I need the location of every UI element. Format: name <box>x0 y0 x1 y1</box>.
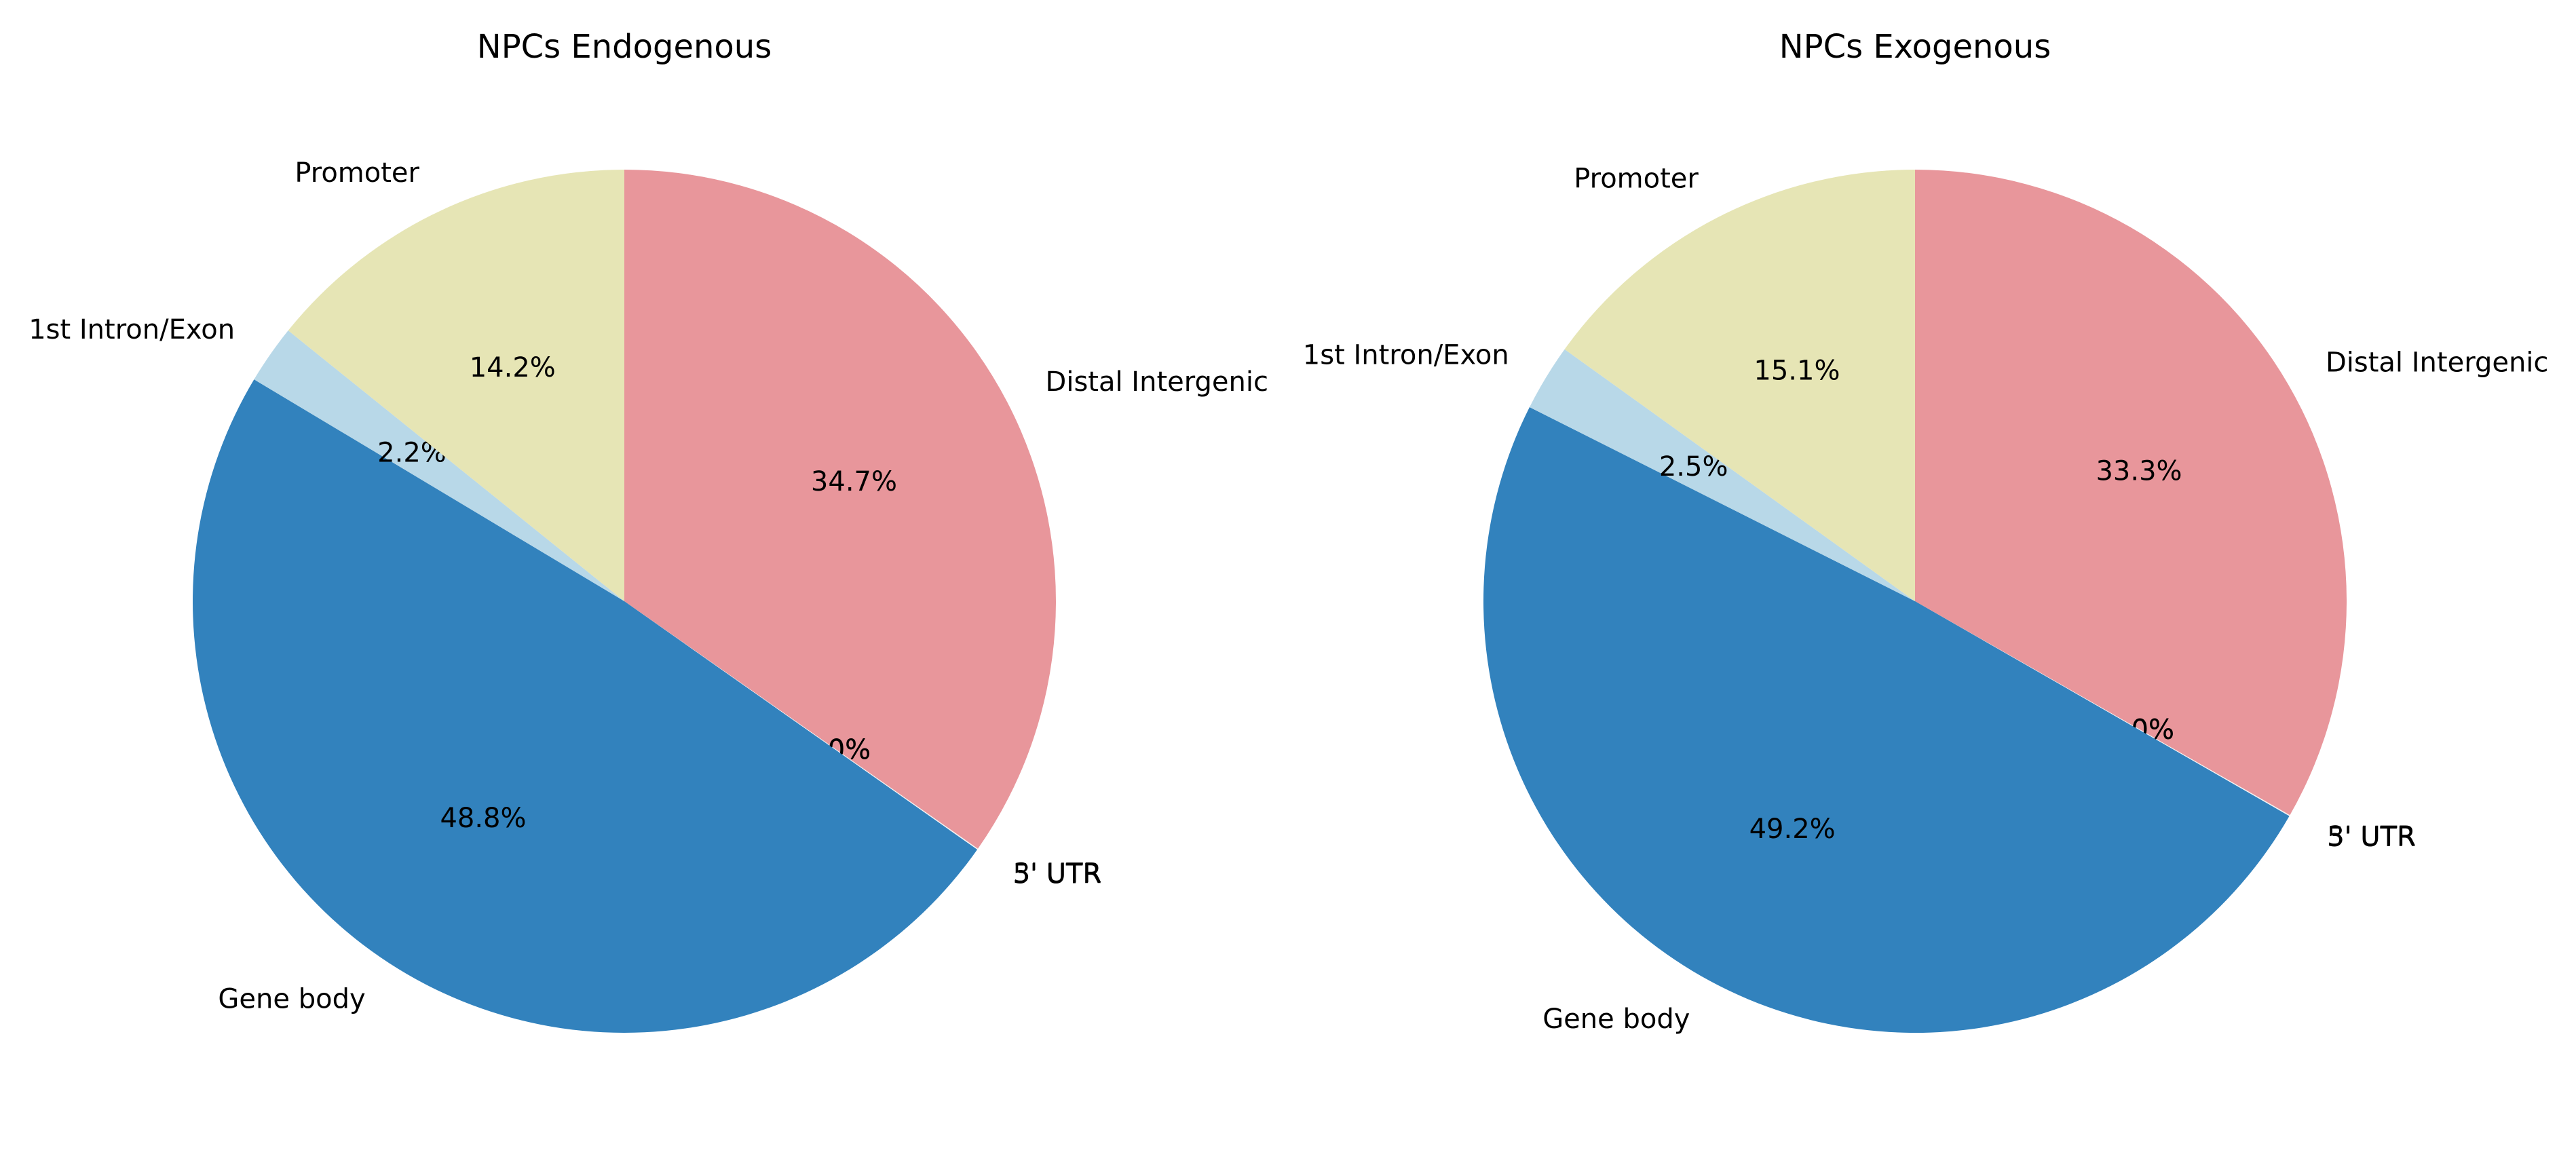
chart-title: NPCs Exogenous <box>1779 28 2051 66</box>
slice-label-distal-intergenic: Distal Intergenic <box>1046 366 1268 398</box>
slice-percent-promoter: 14.2% <box>470 352 556 383</box>
slice-label-5-utr: 5' UTR <box>2327 822 2416 853</box>
pie-panel-2: NPCs Exogenous Distal Intergenic 33.3% 3' U… <box>1303 28 2549 1035</box>
pie-slice-1st-intron-exon <box>1529 349 1915 601</box>
slice-label-promoter: Promoter <box>295 157 419 189</box>
slice-label-distal-intergenic: Distal Intergenic <box>2326 347 2548 379</box>
slice-label-gene-body: Gene body <box>218 984 365 1015</box>
pie-slice-3-utr <box>1915 601 2290 816</box>
pie-slice-distal-intergenic <box>1915 170 2347 816</box>
pie-slice-promoter <box>1564 170 1915 601</box>
pie-slice-gene-body <box>1483 406 2290 1033</box>
pie-panel-1: NPCs Endogenous Distal Intergenic 34.7% 3' … <box>29 28 1268 1033</box>
pie-slice-3-utr <box>624 601 979 850</box>
slice-label-1st-intron-exon: 1st Intron/Exon <box>1303 339 1509 370</box>
slice-label-promoter: Promoter <box>1574 163 1699 194</box>
slice-label-5-utr: 5' UTR <box>1012 858 1101 890</box>
slice-percent-gene-body: 48.8% <box>440 803 526 834</box>
pie-slice-distal-intergenic <box>624 170 1056 849</box>
pie-slice-gene-body <box>193 379 978 1033</box>
slice-percent-promoter: 15.1% <box>1754 355 1840 386</box>
slice-label-gene-body: Gene body <box>1542 1004 1690 1035</box>
chart-title: NPCs Endogenous <box>477 28 772 66</box>
slice-label-1st-intron-exon: 1st Intron/Exon <box>29 314 235 345</box>
pie-slice-5-utr <box>1915 601 2290 816</box>
pie-slice-5-utr <box>624 601 978 850</box>
pie-slice-promoter <box>288 170 624 601</box>
pie-slice-1st-intron-exon <box>254 330 624 601</box>
slice-label-3-utr: 3' UTR <box>1013 858 1102 890</box>
slice-percent-gene-body: 49.2% <box>1749 814 1836 845</box>
slice-label-3-utr: 3' UTR <box>2327 821 2416 852</box>
slice-percent-distal-intergenic: 34.7% <box>811 466 897 497</box>
slice-percent-distal-intergenic: 33.3% <box>2096 455 2182 487</box>
